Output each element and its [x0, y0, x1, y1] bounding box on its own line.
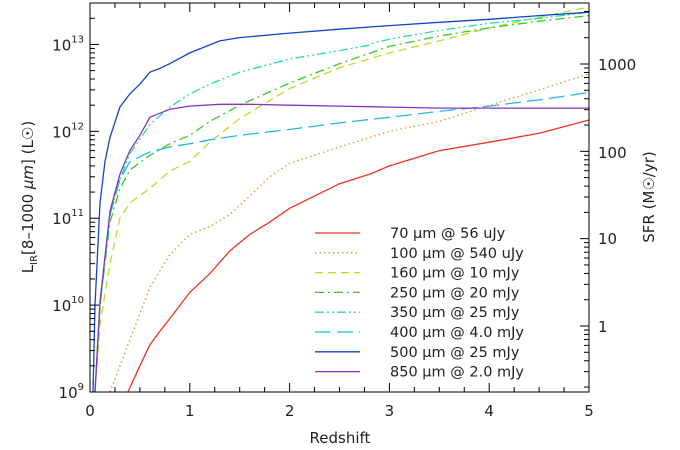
- y-tick-label: 1011: [52, 208, 84, 228]
- y-right-tick-label: 1: [598, 318, 608, 336]
- y-right-tick-label: 100: [598, 144, 627, 162]
- x-tick-label: 0: [85, 402, 95, 420]
- x-tick-label: 2: [285, 402, 295, 420]
- legend-label-6: 400 μm @ 4.0 mJy: [390, 325, 524, 341]
- svg-text:LIR[8–1000 μm] (L☉): LIR[8–1000 μm] (L☉): [19, 121, 40, 273]
- legend-label-5: 350 μm @ 25 mJy: [390, 305, 520, 321]
- y-right-tick-label: 1000: [598, 56, 636, 74]
- ticks-layer: 0 1 2 3 4 5 109 1010 1011 1012 1013 1 10 100 1000: [52, 2, 636, 420]
- svg-text:SFR (M☉/yr): SFR (M☉/yr): [640, 151, 658, 243]
- legend-label-2: 100 μm @ 540 uJy: [390, 246, 524, 262]
- y-right-tick-label: 10: [598, 230, 617, 248]
- y-tick-label: 109: [59, 382, 84, 402]
- x-tick-label: 3: [385, 402, 395, 420]
- legend-label-4: 250 μm @ 20 mJy: [390, 285, 520, 301]
- x-tick-label: 4: [484, 402, 494, 420]
- series-line-5: [94, 11, 589, 392]
- series-line-7: [92, 11, 589, 392]
- series-line-1: [127, 119, 589, 392]
- series-line-4: [94, 14, 589, 392]
- legend-label-7: 500 μm @ 25 mJy: [390, 345, 520, 361]
- y-tick-label: 1012: [52, 121, 84, 141]
- x-tick-label: 1: [185, 402, 195, 420]
- y-tick-label: 1013: [52, 34, 84, 54]
- y-axis-label: LIR[8–1000 μm] (L☉): [19, 121, 40, 273]
- y-tick-label: 1010: [52, 295, 84, 315]
- x-axis-label: Redshift: [310, 429, 371, 447]
- series-line-3: [94, 6, 589, 392]
- series-layer: [92, 6, 589, 392]
- legend: 70 μm @ 56 uJy 100 μm @ 540 uJy 160 μm @ 1…: [315, 226, 524, 381]
- x-tick-label: 5: [584, 402, 594, 420]
- series-line-2: [109, 73, 589, 392]
- y-right-axis-label: SFR (M☉/yr): [640, 151, 658, 243]
- series-line-6: [94, 91, 589, 392]
- legend-label-8: 850 μm @ 2.0 mJy: [390, 365, 524, 381]
- legend-label-3: 160 μm @ 10 mJy: [390, 266, 520, 282]
- legend-label-1: 70 μm @ 56 uJy: [390, 226, 506, 242]
- series-line-8: [94, 103, 589, 392]
